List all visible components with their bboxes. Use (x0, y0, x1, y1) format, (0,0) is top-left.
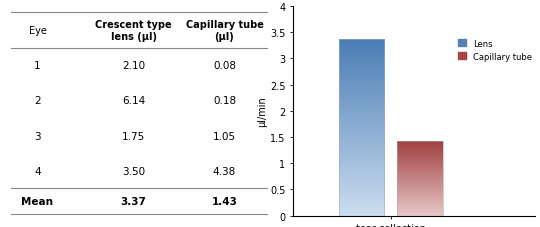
Text: 1: 1 (34, 61, 40, 71)
Text: 0.08: 0.08 (213, 61, 236, 71)
Text: 0.18: 0.18 (213, 96, 236, 106)
Text: 2.10: 2.10 (122, 61, 145, 71)
Text: Mean: Mean (22, 196, 53, 206)
Text: 3.37: 3.37 (121, 196, 146, 206)
Text: 1.75: 1.75 (122, 131, 145, 141)
Y-axis label: μl/min: μl/min (257, 96, 267, 126)
Text: Eye: Eye (29, 26, 46, 36)
Bar (397, 141, 443, 216)
Text: Crescent type
lens (μl): Crescent type lens (μl) (96, 20, 172, 42)
Text: Capillary tube
(μl): Capillary tube (μl) (186, 20, 264, 42)
Text: 6.14: 6.14 (122, 96, 145, 106)
Bar (339, 40, 384, 216)
Text: 2: 2 (34, 96, 40, 106)
Text: 3.50: 3.50 (122, 166, 145, 176)
Text: 3: 3 (34, 131, 40, 141)
Text: 1.05: 1.05 (213, 131, 236, 141)
Legend: Lens, Capillary tube: Lens, Capillary tube (455, 36, 535, 65)
Text: 4.38: 4.38 (213, 166, 236, 176)
Text: 4: 4 (34, 166, 40, 176)
Text: 1.43: 1.43 (212, 196, 238, 206)
